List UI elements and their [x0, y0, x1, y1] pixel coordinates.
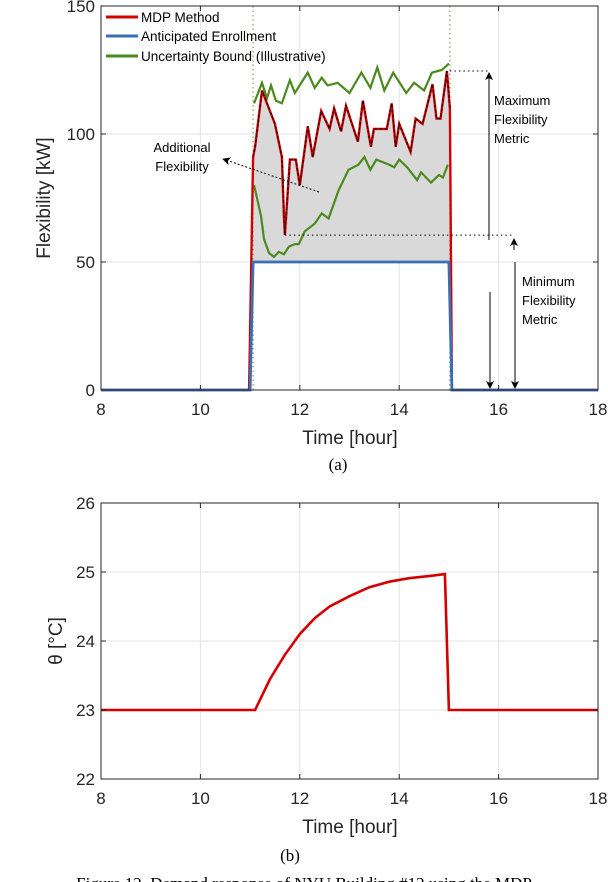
uncertainty-upper-line: [253, 62, 450, 105]
y-tick-label: 100: [67, 125, 95, 144]
annotation-min-line2: Flexibility: [522, 293, 576, 308]
legend-ub-label: Uncertainty Bound (Illustrative): [141, 49, 326, 64]
y-tick-label: 22: [76, 770, 95, 789]
panel-b-ticks: 8 10 12 14 16 18 22 23 24 25 26: [76, 494, 607, 808]
x-tick-label: 10: [191, 789, 210, 808]
x-tick-label: 10: [191, 400, 210, 419]
panel-b-grid: [101, 503, 598, 779]
x-tick-label: 16: [489, 789, 508, 808]
y-tick-label: 150: [67, 0, 95, 16]
annotation-max-line1: Maximum: [494, 93, 550, 108]
panel-b-caption: (b): [280, 846, 300, 865]
x-tick-label: 8: [96, 789, 105, 808]
y-tick-label: 25: [76, 563, 95, 582]
temperature-line: [101, 572, 598, 712]
y-tick-label: 24: [76, 632, 95, 651]
annotation-min-line1: Minimum: [522, 274, 575, 289]
panel-b-series: [101, 572, 598, 712]
annotation-additional-line2: Flexibility: [155, 159, 209, 174]
legend-ae-label: Anticipated Enrollment: [141, 29, 276, 44]
x-tick-label: 14: [390, 789, 409, 808]
annotation-min-line3: Metric: [522, 312, 558, 327]
panel-b-ylabel: θ [°C]: [46, 617, 67, 665]
annotation-additional-line1: Additional: [153, 140, 210, 155]
x-tick-label: 12: [290, 400, 309, 419]
x-tick-label: 14: [390, 400, 409, 419]
y-tick-label: 0: [86, 381, 95, 400]
legend-mdp-label: MDP Method: [141, 10, 220, 25]
figure-caption: Figure 12. Demand response of NYU Buildi…: [76, 874, 532, 882]
panel-a-flexibility-chart: 8 10 12 14 16 18 0 50 100 150 Time [hour] Flexibi…: [34, 0, 607, 474]
annotation-max-line3: Metric: [494, 131, 530, 146]
panel-b-xlabel: Time [hour]: [302, 817, 397, 838]
x-tick-label: 12: [290, 789, 309, 808]
panel-b-temperature-chart: 8 10 12 14 16 18 22 23 24 25 26 Time [hour] θ [°C]…: [46, 494, 607, 865]
y-tick-label: 50: [76, 253, 95, 272]
x-tick-label: 16: [489, 400, 508, 419]
x-tick-label: 18: [589, 789, 608, 808]
x-tick-label: 18: [589, 400, 608, 419]
panel-a-xlabel: Time [hour]: [302, 428, 397, 449]
panel-a-ticks: 8 10 12 14 16 18 0 50 100 150: [67, 0, 608, 419]
y-tick-label: 26: [76, 494, 95, 513]
y-tick-label: 23: [76, 701, 95, 720]
uncertainty-lower-line: [253, 154, 449, 259]
panel-a-caption: (a): [329, 455, 348, 474]
additional-flexibility-area: [253, 71, 450, 262]
legend: MDP Method Anticipated Enrollment Uncert…: [106, 10, 326, 64]
x-tick-label: 8: [96, 400, 105, 419]
panel-a-ylabel: Flexibility [kW]: [34, 137, 55, 258]
annotation-max-line2: Flexibility: [494, 112, 548, 127]
panel-a-annotations: [222, 70, 519, 389]
